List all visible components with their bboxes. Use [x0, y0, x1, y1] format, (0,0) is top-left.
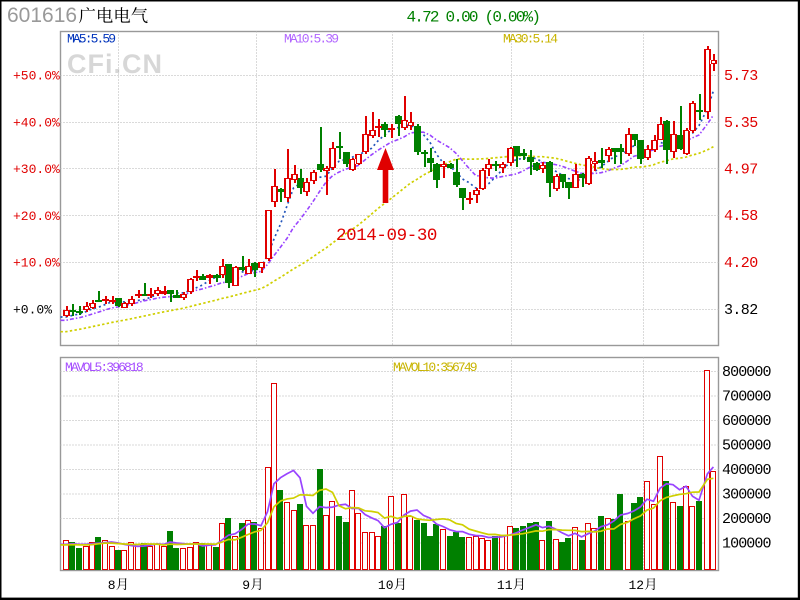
svg-text:600000: 600000 [722, 413, 772, 430]
svg-text:MA5:5.59: MA5:5.59 [67, 31, 115, 46]
svg-text:601616: 601616 [7, 4, 77, 27]
svg-text:700000: 700000 [722, 389, 772, 406]
svg-text:10: 10 [378, 578, 394, 593]
svg-text:MAVOL10:356749: MAVOL10:356749 [393, 360, 477, 375]
svg-text:+30.0%: +30.0% [13, 162, 60, 177]
svg-text:+10.0%: +10.0% [13, 256, 60, 271]
svg-text:8: 8 [108, 578, 116, 593]
svg-text:3.82: 3.82 [724, 302, 758, 319]
svg-text:12: 12 [629, 578, 645, 593]
svg-text:4.58: 4.58 [724, 208, 758, 225]
svg-text:5.73: 5.73 [724, 68, 758, 85]
svg-text:400000: 400000 [722, 462, 772, 479]
svg-text:100000: 100000 [722, 536, 772, 553]
svg-text:MA30:5.14: MA30:5.14 [503, 31, 558, 46]
svg-text:300000: 300000 [722, 487, 772, 504]
svg-text:CFi.CN: CFi.CN [67, 49, 163, 79]
svg-text:4.72 0.00 (0.00%): 4.72 0.00 (0.00%) [407, 9, 540, 27]
svg-text:+20.0%: +20.0% [13, 209, 60, 224]
svg-text:200000: 200000 [722, 511, 772, 528]
svg-text:5.35: 5.35 [724, 115, 758, 132]
svg-text:800000: 800000 [722, 364, 772, 381]
svg-text:MA10:5.39: MA10:5.39 [284, 31, 338, 46]
svg-text:+40.0%: +40.0% [13, 116, 60, 131]
svg-text:9: 9 [242, 578, 250, 593]
svg-text:4.20: 4.20 [724, 255, 758, 272]
svg-text:MAVOL5:396818: MAVOL5:396818 [65, 360, 143, 375]
svg-text:4.97: 4.97 [724, 162, 758, 179]
svg-text:+0.0%: +0.0% [13, 303, 52, 318]
svg-text:500000: 500000 [722, 438, 772, 455]
svg-text:11: 11 [497, 578, 513, 593]
svg-text:2014-09-30: 2014-09-30 [336, 226, 437, 246]
svg-text:+50.0%: +50.0% [13, 69, 60, 84]
